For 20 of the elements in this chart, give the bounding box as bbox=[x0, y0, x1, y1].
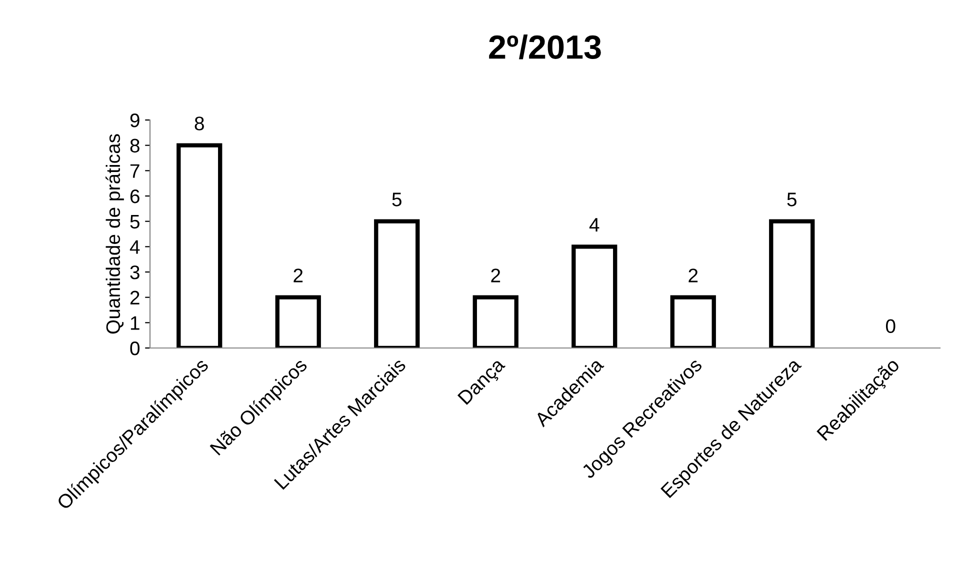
data-label: 4 bbox=[589, 218, 600, 232]
y-tick-label: 8 bbox=[130, 138, 140, 153]
y-tick-label: 2 bbox=[130, 290, 140, 304]
chart-title: 2º/2013 bbox=[489, 34, 601, 60]
data-label: 2 bbox=[688, 268, 698, 282]
y-tick-label: 9 bbox=[130, 113, 140, 128]
data-label: 8 bbox=[194, 116, 204, 130]
y-tick-label: 6 bbox=[130, 189, 140, 204]
data-label: 5 bbox=[392, 192, 402, 206]
y-tick-label: 5 bbox=[130, 215, 140, 229]
y-axis-title: Quantidade de práticas bbox=[106, 134, 124, 334]
y-tick-label: 3 bbox=[130, 265, 140, 280]
data-label: 2 bbox=[294, 268, 303, 282]
y-tick-label: 1 bbox=[130, 316, 140, 330]
y-tick-label: 0 bbox=[130, 341, 140, 356]
y-tick-label: 7 bbox=[130, 164, 140, 178]
data-label: 2 bbox=[491, 268, 500, 282]
data-label: 0 bbox=[886, 319, 896, 334]
data-label: 5 bbox=[787, 192, 796, 206]
y-tick-label: 4 bbox=[130, 240, 140, 254]
